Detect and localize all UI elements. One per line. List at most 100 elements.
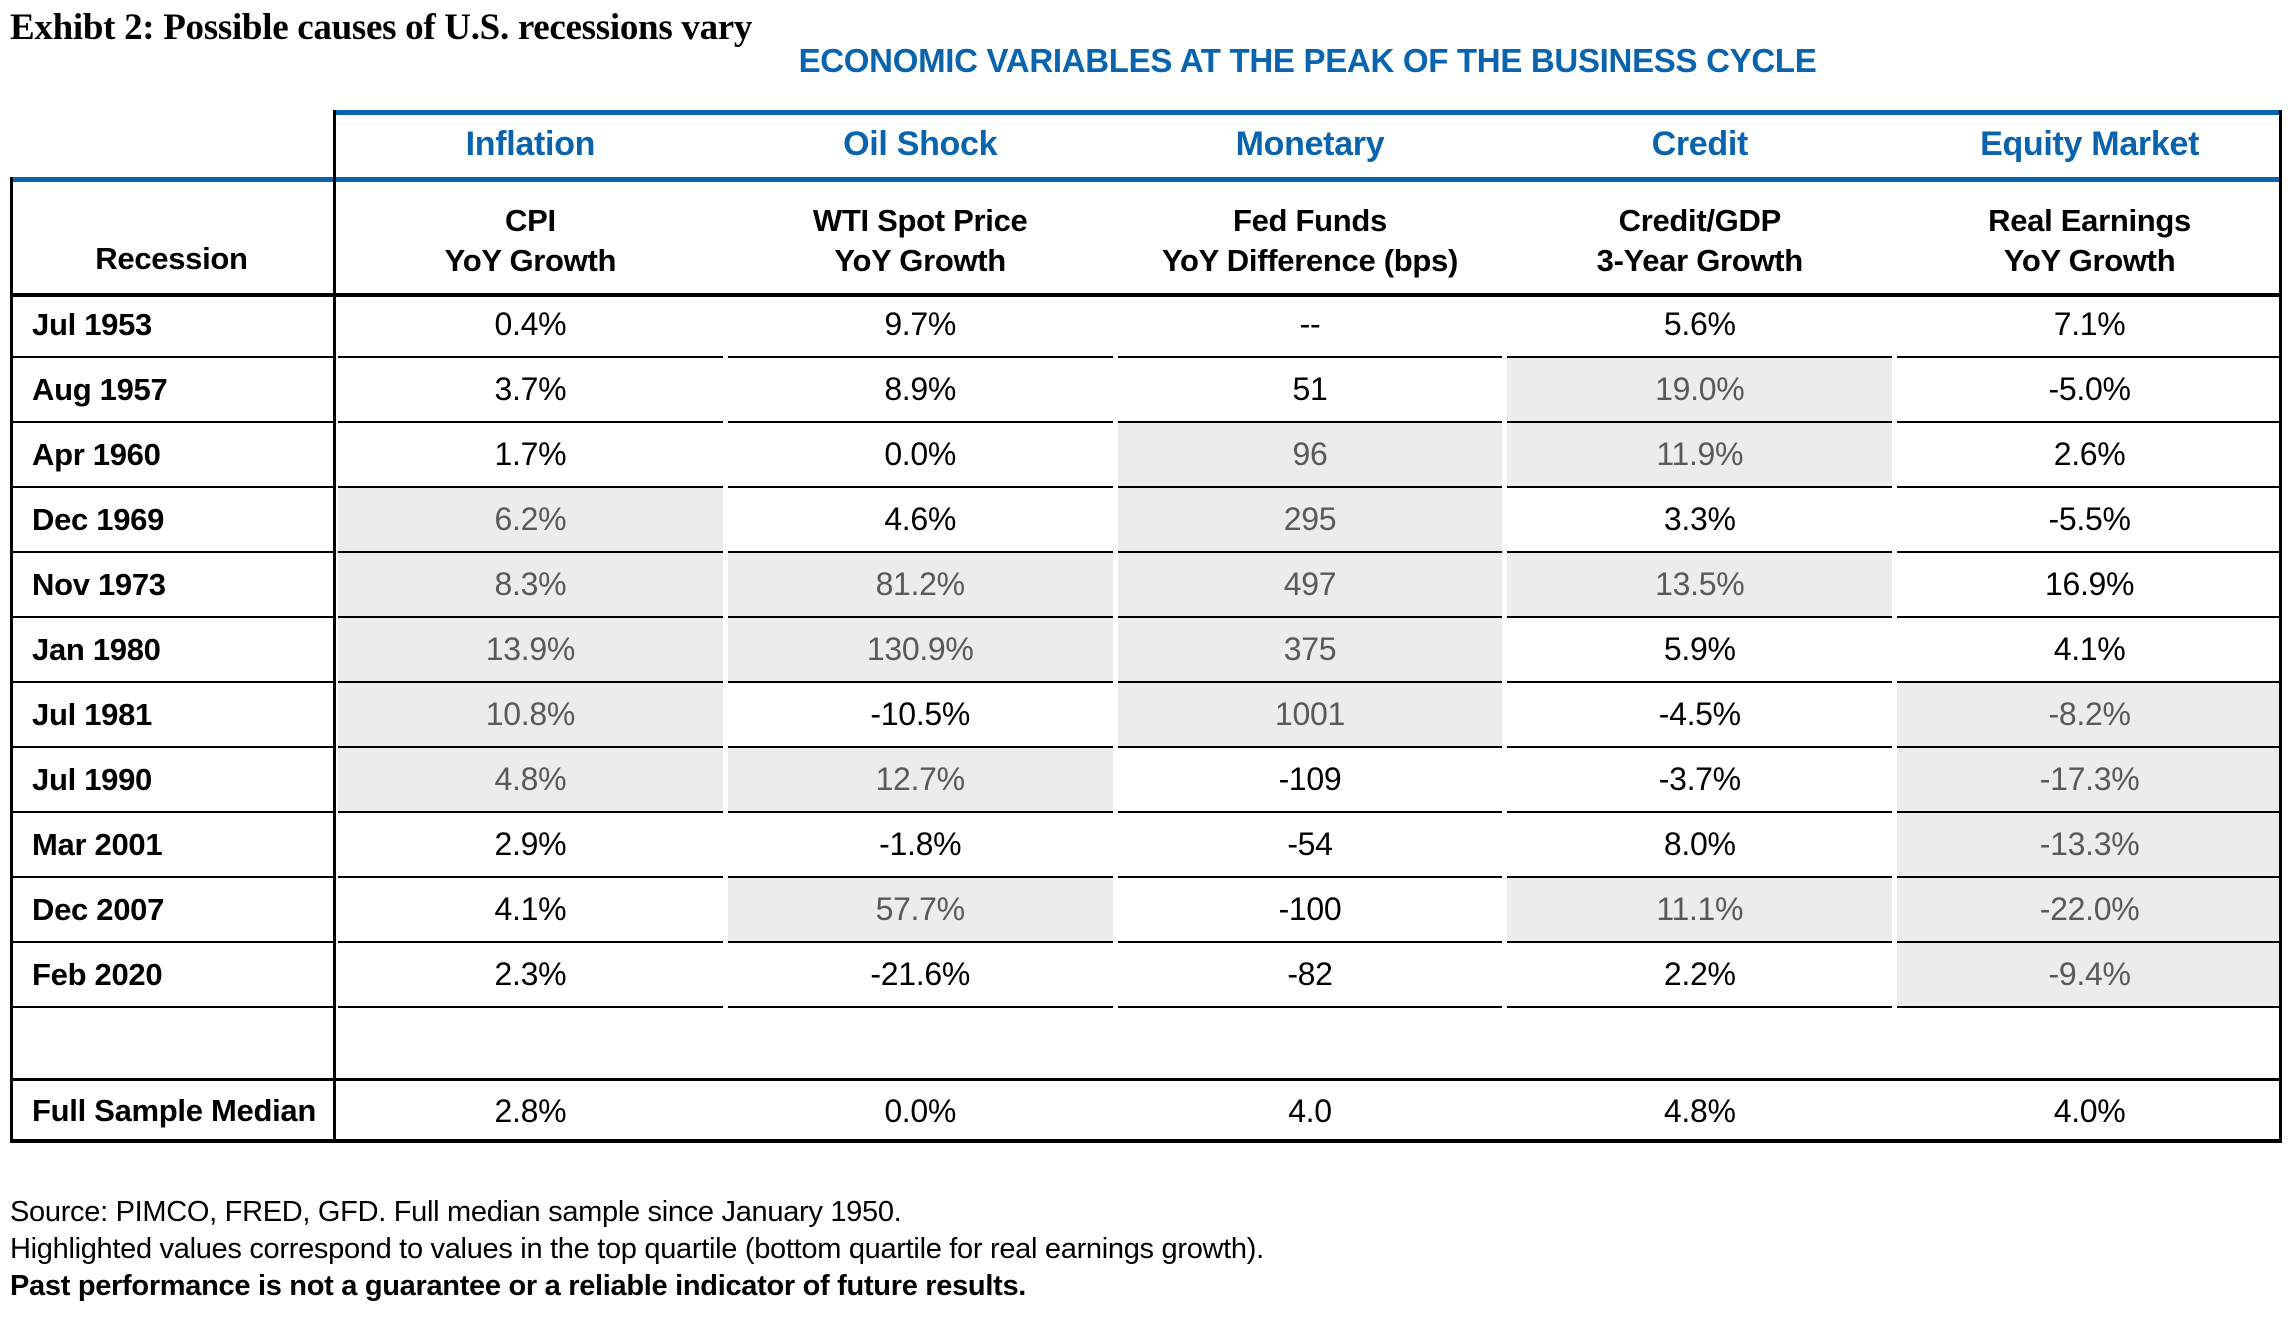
- oil-value: 57.7%: [727, 878, 1113, 943]
- equity-median-value: 4.0%: [1897, 1079, 2282, 1143]
- table-left-border: [10, 177, 13, 1143]
- recession-date: Feb 2020: [10, 943, 333, 1008]
- column-header-line2: YoY Growth: [834, 243, 1006, 278]
- table-right-border: [2279, 110, 2282, 1143]
- fed-funds-value: -54: [1117, 813, 1503, 878]
- oil-value: 12.7%: [727, 748, 1113, 813]
- recession-date: Aug 1957: [10, 358, 333, 423]
- equity-value: -22.0%: [1897, 878, 2282, 943]
- cpi-value: 2.3%: [338, 943, 723, 1008]
- summary-top-border: [10, 1078, 2282, 1081]
- equity-value: 2.6%: [1897, 423, 2282, 488]
- table-top-border: [333, 110, 2282, 115]
- credit-value: 11.9%: [1507, 423, 1893, 488]
- fed-funds-value: 295: [1117, 488, 1503, 553]
- spacer-cell: [1507, 1008, 1893, 1079]
- fed-funds-value: 375: [1117, 618, 1503, 683]
- credit-value: 8.0%: [1507, 813, 1893, 878]
- recession-column-header: Recession: [10, 179, 333, 293]
- credit-value: 11.1%: [1507, 878, 1893, 943]
- fed-funds-value: --: [1117, 293, 1503, 358]
- fed-funds-value: -82: [1117, 943, 1503, 1008]
- exhibit-title: Exhibt 2: Possible causes of U.S. recess…: [10, 7, 753, 48]
- column-header-underline: [10, 293, 2282, 297]
- fed-funds-value: -109: [1117, 748, 1503, 813]
- summary-label: Full Sample Median: [10, 1079, 333, 1143]
- equity-value: -9.4%: [1897, 943, 2282, 1008]
- fed-funds-value: 51: [1117, 358, 1503, 423]
- recession-date: Dec 2007: [10, 878, 333, 943]
- column-header-real-earnings: Real Earnings YoY Growth: [1897, 179, 2282, 293]
- cpi-value: 8.3%: [338, 553, 723, 618]
- recession-date: Jul 1953: [10, 293, 333, 358]
- credit-value: 2.2%: [1507, 943, 1893, 1008]
- cpi-value: 2.9%: [338, 813, 723, 878]
- fed-funds-value: 497: [1117, 553, 1503, 618]
- group-header-inflation: Inflation: [338, 110, 723, 179]
- oil-median-value: 0.0%: [727, 1079, 1113, 1143]
- spacer-cell: [10, 1008, 333, 1079]
- table-bottom-border: [10, 1139, 2282, 1143]
- cpi-value: 1.7%: [338, 423, 723, 488]
- equity-value: 7.1%: [1897, 293, 2282, 358]
- credit-value: 5.6%: [1507, 293, 1893, 358]
- oil-value: 0.0%: [727, 423, 1113, 488]
- fed-funds-median-value: 4.0: [1117, 1079, 1503, 1143]
- highlight-note: Highlighted values correspond to values …: [10, 1233, 1264, 1265]
- recession-date: Jan 1980: [10, 618, 333, 683]
- equity-value: -5.0%: [1897, 358, 2282, 423]
- spacer-cell: [1117, 1008, 1503, 1079]
- label-column-divider: [333, 110, 336, 1143]
- cpi-value: 3.7%: [338, 358, 723, 423]
- cpi-value: 4.1%: [338, 878, 723, 943]
- equity-value: -13.3%: [1897, 813, 2282, 878]
- recession-date: Apr 1960: [10, 423, 333, 488]
- column-header-fed-funds: Fed Funds YoY Difference (bps): [1117, 179, 1503, 293]
- equity-value: -5.5%: [1897, 488, 2282, 553]
- recession-date: Jul 1990: [10, 748, 333, 813]
- column-header-line1: Real Earnings: [1988, 203, 2191, 238]
- source-note: Source: PIMCO, FRED, GFD. Full median sa…: [10, 1196, 902, 1228]
- recession-date: Nov 1973: [10, 553, 333, 618]
- column-header-line2: YoY Growth: [444, 243, 617, 278]
- fed-funds-value: -100: [1117, 878, 1503, 943]
- credit-value: 19.0%: [1507, 358, 1893, 423]
- fed-funds-value: 1001: [1117, 683, 1503, 748]
- group-header-credit: Credit: [1507, 110, 1893, 179]
- recession-date: Mar 2001: [10, 813, 333, 878]
- column-header-wti: WTI Spot Price YoY Growth: [727, 179, 1113, 293]
- credit-value: 3.3%: [1507, 488, 1893, 553]
- column-header-line1: Fed Funds: [1232, 203, 1387, 238]
- cpi-value: 6.2%: [338, 488, 723, 553]
- credit-value: 13.5%: [1507, 553, 1893, 618]
- column-header-line1: WTI Spot Price: [812, 203, 1028, 238]
- group-header-oil-shock: Oil Shock: [727, 110, 1113, 179]
- column-header-line1: CPI: [505, 203, 556, 238]
- oil-value: 8.9%: [727, 358, 1113, 423]
- equity-value: -17.3%: [1897, 748, 2282, 813]
- cpi-value: 10.8%: [338, 683, 723, 748]
- equity-value: -8.2%: [1897, 683, 2282, 748]
- column-header-line1: Credit/GDP: [1618, 203, 1782, 238]
- column-header-line2: 3-Year Growth: [1596, 243, 1804, 278]
- group-header-equity-market: Equity Market: [1897, 110, 2282, 179]
- cpi-value: 4.8%: [338, 748, 723, 813]
- credit-value: 5.9%: [1507, 618, 1893, 683]
- oil-value: 4.6%: [727, 488, 1113, 553]
- recession-date: Jul 1981: [10, 683, 333, 748]
- credit-value: -4.5%: [1507, 683, 1893, 748]
- column-header-credit-gdp: Credit/GDP 3-Year Growth: [1507, 179, 1893, 293]
- column-header-line2: YoY Growth: [2003, 243, 2176, 278]
- disclaimer-note: Past performance is not a guarantee or a…: [10, 1270, 1027, 1302]
- oil-value: 81.2%: [727, 553, 1113, 618]
- column-header-cpi: CPI YoY Growth: [338, 179, 723, 293]
- oil-value: -1.8%: [727, 813, 1113, 878]
- oil-value: 9.7%: [727, 293, 1113, 358]
- equity-value: 16.9%: [1897, 553, 2282, 618]
- recession-date: Dec 1969: [10, 488, 333, 553]
- oil-value: -21.6%: [727, 943, 1113, 1008]
- spacer-cell: [338, 1008, 723, 1079]
- cpi-value: 13.9%: [338, 618, 723, 683]
- group-header-monetary: Monetary: [1117, 110, 1503, 179]
